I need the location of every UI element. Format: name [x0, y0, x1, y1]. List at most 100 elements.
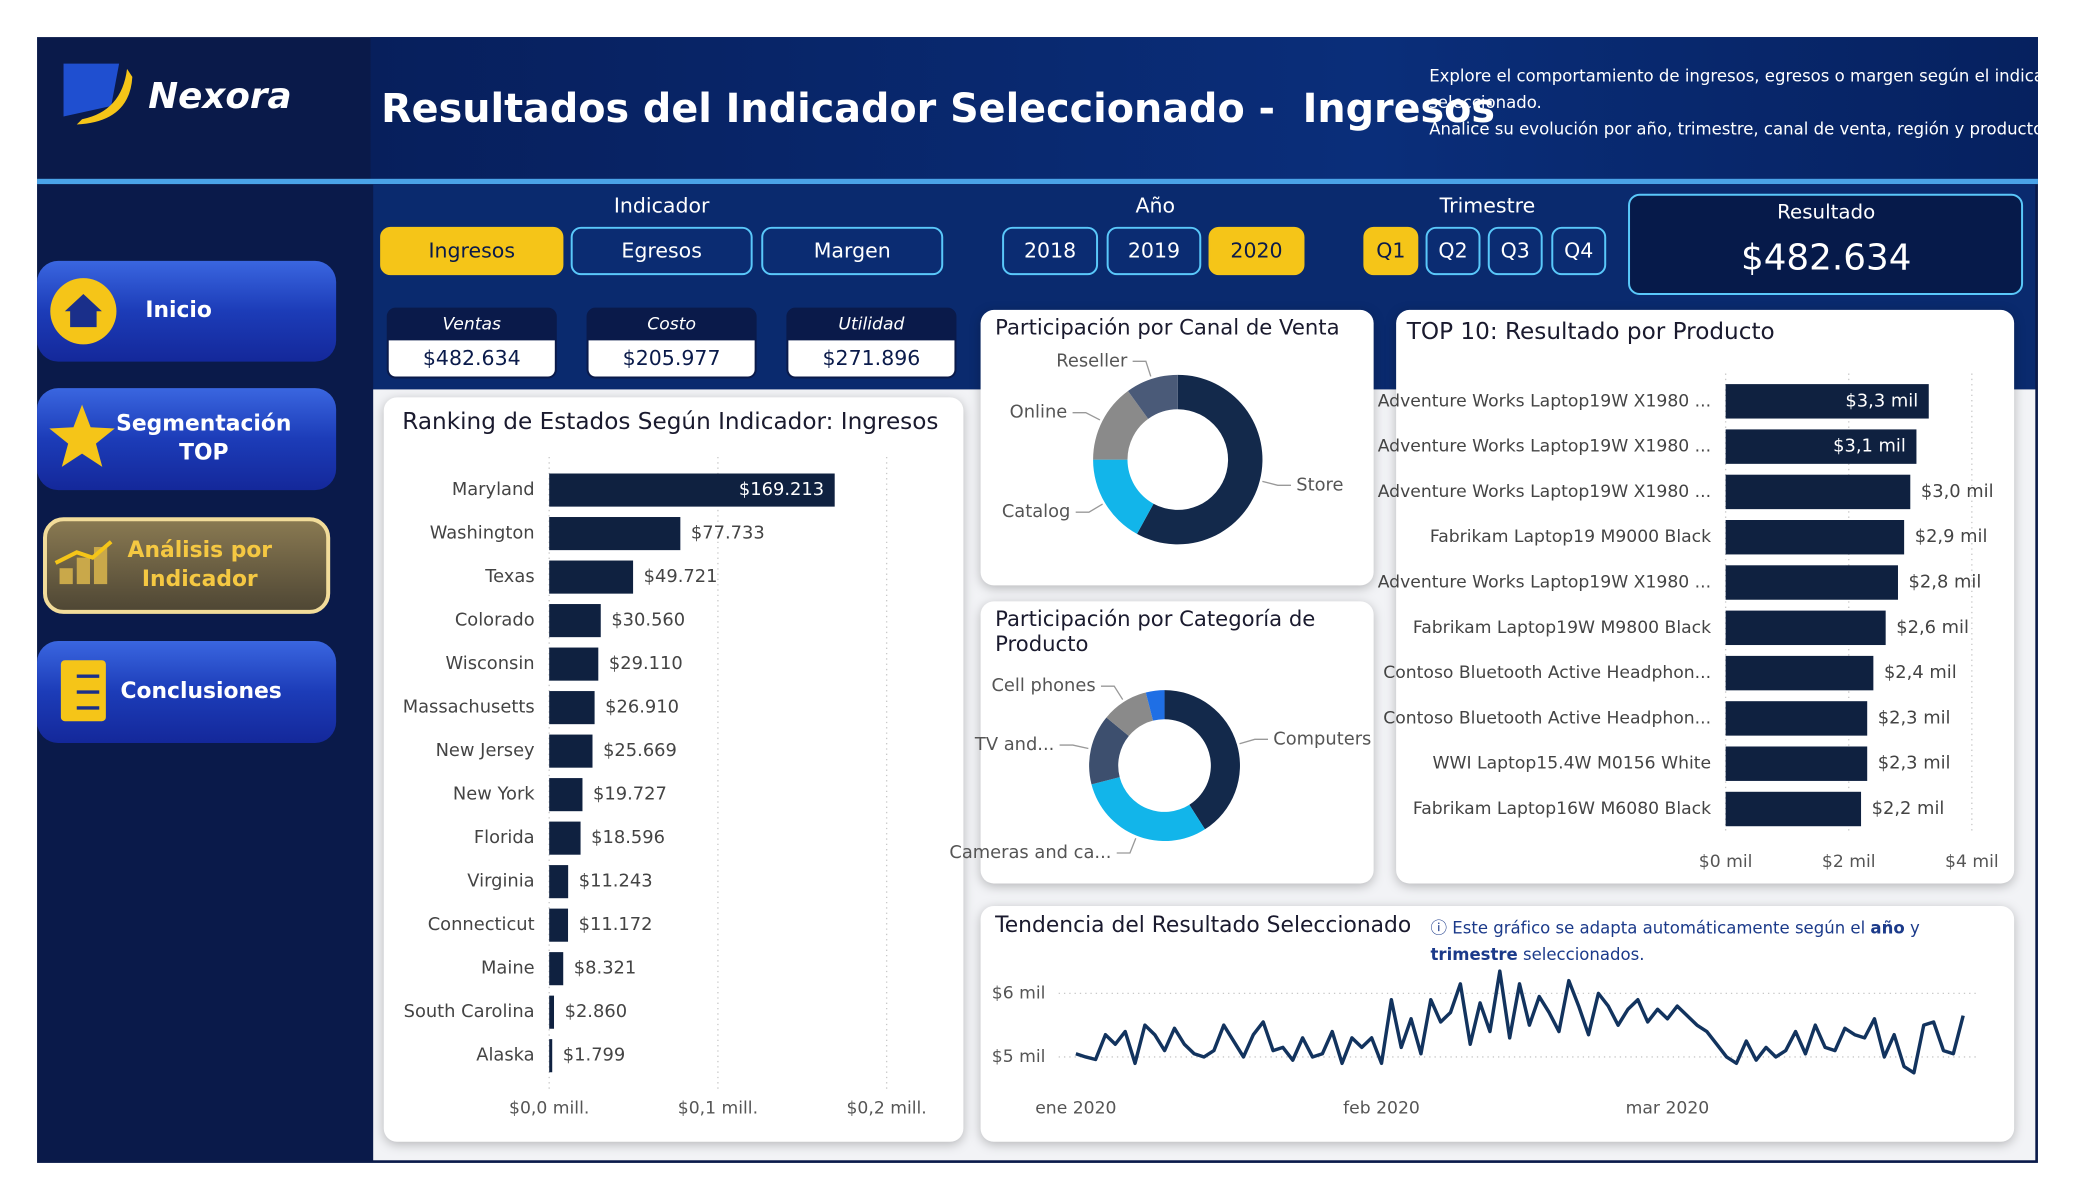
filter-label: Indicador: [614, 194, 710, 218]
nav-icon: [93, 547, 108, 585]
filter-option[interactable]: 2020: [1230, 239, 1282, 263]
bar: [1725, 520, 1905, 555]
y-tick-label: Florida: [474, 827, 535, 848]
header-band: [370, 37, 2038, 181]
donut-slice: [1127, 374, 1178, 419]
bar: [549, 734, 593, 768]
y-tick-label: WWI Laptop15.4W M0156 White: [1433, 754, 1712, 774]
nav-icon: [49, 404, 115, 467]
filter-button[interactable]: [1106, 226, 1202, 276]
result-value: $482.634: [1741, 238, 1911, 279]
filter-option[interactable]: Q2: [1438, 239, 1467, 263]
filter-button[interactable]: [761, 226, 944, 276]
filter-button[interactable]: [1487, 226, 1543, 276]
slice-label: Reseller: [1056, 350, 1128, 371]
x-tick-label: $4 mil: [1945, 852, 1999, 872]
data-label: $11.172: [579, 914, 653, 935]
header-rule: [37, 178, 2038, 185]
nav-button[interactable]: Inicio: [37, 260, 337, 362]
y-tick-label: Massachusetts: [403, 697, 535, 718]
trend-line: [1075, 969, 1965, 1075]
card: [383, 397, 964, 1142]
slice-label: Store: [1296, 474, 1343, 495]
filter-option[interactable]: 2019: [1128, 239, 1180, 263]
filter-option[interactable]: Q4: [1564, 239, 1593, 263]
x-tick-label: mar 2020: [1626, 1099, 1710, 1119]
leader-line: [1262, 480, 1291, 486]
donut-slice: [1106, 692, 1154, 737]
chart-note-part: año: [1870, 918, 1904, 937]
nav-label[interactable]: Indicador: [142, 567, 258, 592]
filter-button[interactable]: [1002, 226, 1099, 276]
y-tick-label: $6 mil: [992, 983, 1046, 1003]
nav-label[interactable]: Segmentación: [116, 411, 291, 436]
nav-label[interactable]: Conclusiones: [121, 679, 282, 704]
result-label: Resultado: [1777, 201, 1875, 224]
card: [980, 601, 1374, 884]
filter-button[interactable]: [1363, 226, 1419, 276]
data-label: $30.560: [611, 610, 685, 631]
data-label: $2,4 mil: [1884, 662, 1957, 683]
slice-label: Catalog: [1002, 501, 1071, 522]
data-label: $2,3 mil: [1878, 707, 1951, 728]
nav-label[interactable]: Análisis por: [128, 538, 273, 563]
nav-button[interactable]: Segmentación TOP: [37, 388, 337, 491]
filter-option[interactable]: Q1: [1376, 239, 1405, 263]
bar: [549, 517, 681, 551]
y-tick-label: Virginia: [467, 871, 534, 892]
nav-button-bg[interactable]: [37, 388, 337, 491]
filter-option[interactable]: 2018: [1024, 239, 1076, 263]
slice-label: Computers: [1273, 728, 1371, 749]
kpi-label: Costo: [647, 314, 696, 334]
leader-line: [1072, 412, 1101, 421]
filter-option[interactable]: Margen: [814, 239, 891, 263]
chart-title: Tendencia del Resultado Seleccionado: [994, 913, 1411, 938]
slice-label: TV and...: [974, 734, 1054, 755]
filter-button[interactable]: [1425, 226, 1481, 276]
chart-title: TOP 10: Resultado por Producto: [1406, 319, 1775, 345]
kpi-label: Utilidad: [838, 314, 904, 334]
filter-button[interactable]: [1208, 226, 1305, 276]
filter-option[interactable]: Q3: [1501, 239, 1530, 263]
nav-button-bg[interactable]: [37, 260, 337, 362]
y-tick-label: Alaska: [476, 1045, 534, 1066]
nav-button[interactable]: Análisis por Indicador: [43, 517, 331, 614]
y-tick-label: Washington: [430, 523, 535, 544]
y-tick-label: Connecticut: [428, 914, 535, 935]
nav-button[interactable]: Conclusiones: [37, 641, 337, 744]
result-box: [1628, 193, 2024, 296]
kpi-value: $271.896: [822, 346, 920, 370]
data-label: $77.733: [691, 523, 765, 544]
filter-button[interactable]: [1551, 226, 1607, 276]
donut-slice: [1091, 777, 1205, 842]
filter-button[interactable]: [570, 226, 753, 276]
y-tick-label: New Jersey: [436, 740, 535, 761]
y-tick-label: $5 mil: [992, 1047, 1046, 1067]
data-label: $19.727: [593, 784, 667, 805]
nav-button-bg[interactable]: [43, 517, 331, 614]
filter-button[interactable]: [380, 226, 564, 276]
bar: [1725, 565, 1898, 600]
x-tick-label: $0,2 mill.: [846, 1099, 926, 1119]
logo: [63, 63, 133, 125]
x-tick-label: $2 mil: [1822, 852, 1876, 872]
chart-note-part: seleccionados.: [1518, 944, 1645, 963]
y-tick-label: Texas: [484, 566, 534, 587]
bar: [549, 473, 835, 507]
card: [980, 905, 2015, 1142]
bar: [1725, 701, 1868, 736]
filter-option[interactable]: Egresos: [621, 239, 701, 263]
leader-line: [1239, 738, 1269, 745]
nav-icon: [76, 557, 90, 585]
chart-note-part: trimestre: [1431, 944, 1518, 963]
x-tick-label: ene 2020: [1035, 1099, 1116, 1119]
nav-button-bg[interactable]: [37, 641, 337, 744]
nav-label[interactable]: TOP: [179, 441, 228, 466]
slice-label: Cameras and ca...: [949, 842, 1111, 863]
nav-label[interactable]: Inicio: [145, 298, 212, 323]
filter-option[interactable]: Ingresos: [428, 239, 515, 263]
data-label: $8.321: [574, 958, 636, 979]
y-tick-label: Fabrikam Laptop19W M9800 Black: [1413, 618, 1711, 638]
nav-icon: [59, 568, 73, 585]
